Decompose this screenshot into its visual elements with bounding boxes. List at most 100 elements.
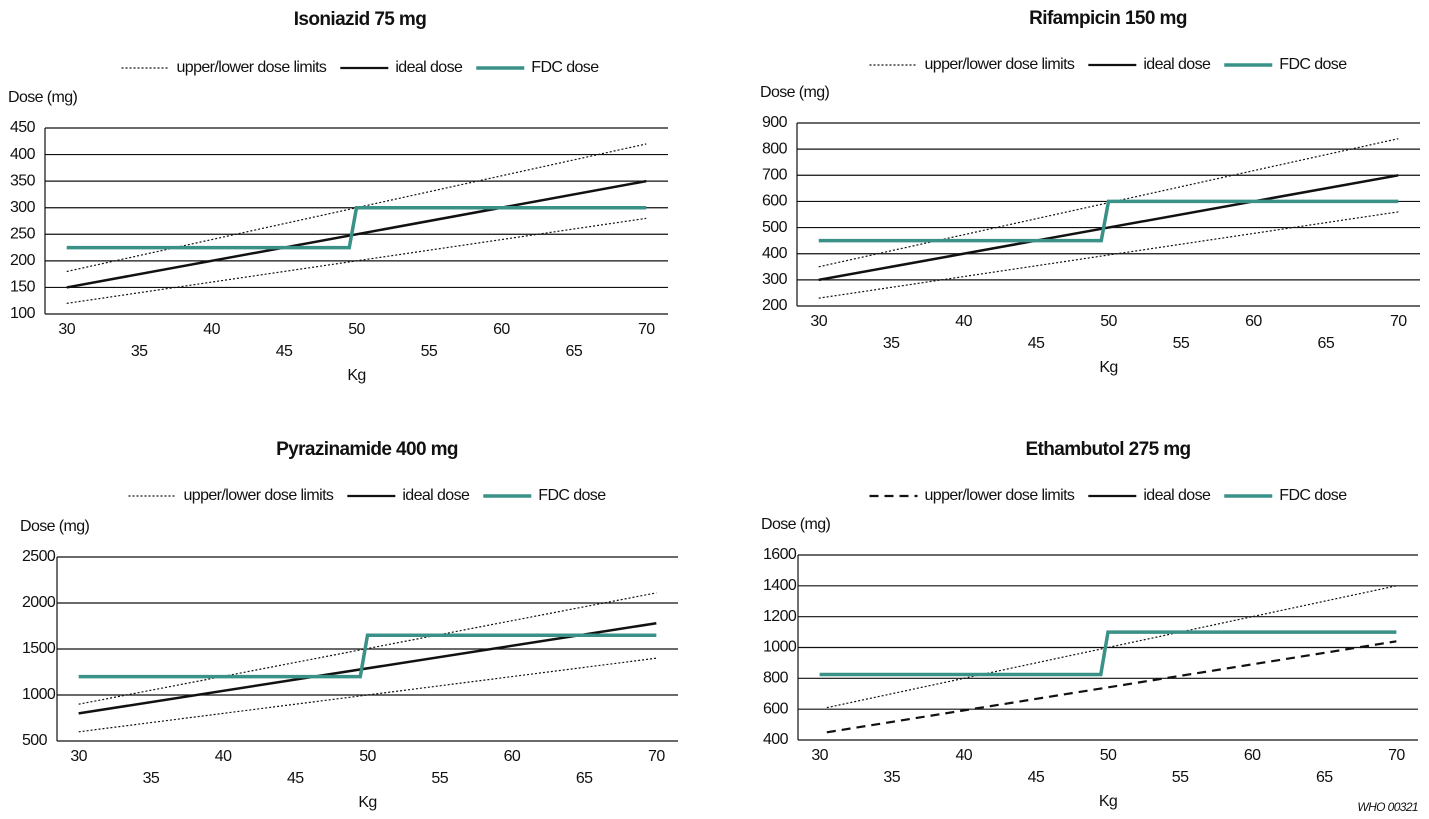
x-tick-label: 65 (576, 770, 593, 787)
legend: upper/lower dose limits ideal dose FDC dos… (121, 59, 600, 76)
limit-line (826, 640, 1397, 734)
y-tick-label: 2000 (22, 594, 56, 611)
legend-label: ideal dose (402, 487, 470, 504)
x-tick-label: 65 (566, 343, 583, 360)
limit-line (826, 585, 1397, 709)
x-tick-label: 45 (276, 343, 293, 360)
x-tick-label: 35 (131, 343, 148, 360)
x-tick-label: 55 (1172, 769, 1189, 786)
y-tick-label: 500 (762, 219, 788, 236)
x-tick-label: 30 (58, 321, 75, 338)
x-tick-label: 70 (1388, 747, 1405, 764)
x-axis-label: Kg (347, 367, 365, 384)
legend-label: upper/lower dose limits (176, 59, 326, 76)
x-tick-label: 55 (1173, 335, 1190, 352)
fdc-line (66, 205, 647, 250)
y-tick-label: 1000 (763, 639, 797, 656)
x-tick-label: 45 (1028, 769, 1045, 786)
x-tick-label: 50 (348, 321, 365, 338)
y-tick-label: 600 (763, 700, 789, 717)
legend: upper/lower dose limits ideal dose FDC dos… (128, 487, 607, 504)
legend-label: FDC dose (531, 59, 599, 76)
legend-label: upper/lower dose limits (924, 487, 1074, 504)
x-tick-label: 35 (883, 769, 900, 786)
y-tick-label: 400 (763, 731, 789, 748)
ideal-line (818, 174, 1399, 282)
legend: upper/lower dose limits ideal dose FDC dos… (869, 487, 1348, 504)
legend-label: FDC dose (538, 487, 606, 504)
chart-title: Ethambutol 275 mg (1025, 439, 1190, 460)
y-tick-label: 500 (22, 732, 48, 749)
x-tick-label: 30 (810, 313, 827, 330)
y-tick-label: 900 (762, 114, 788, 131)
legend-label: ideal dose (395, 59, 463, 76)
y-axis-label: Dose (mg) (20, 518, 90, 535)
y-tick-label: 1000 (22, 686, 56, 703)
x-tick-label: 40 (215, 748, 232, 765)
legend: upper/lower dose limits ideal dose FDC dos… (869, 56, 1348, 73)
fdc-line (78, 633, 657, 679)
y-tick-label: 700 (762, 167, 788, 184)
x-tick-label: 70 (648, 748, 665, 765)
y-tick-label: 300 (10, 199, 36, 216)
y-tick-label: 2500 (22, 548, 56, 565)
x-tick-label: 65 (1318, 335, 1335, 352)
y-tick-label: 300 (762, 271, 788, 288)
x-tick-label: 70 (1390, 313, 1407, 330)
x-tick-label: 50 (1100, 747, 1117, 764)
x-tick-label: 60 (1245, 313, 1262, 330)
x-tick-label: 45 (287, 770, 304, 787)
legend-label: FDC dose (1279, 56, 1347, 73)
y-tick-label: 1500 (22, 640, 56, 657)
x-tick-label: 35 (883, 335, 900, 352)
y-axis-label: Dose (mg) (761, 516, 831, 533)
x-tick-label: 60 (504, 748, 521, 765)
legend-label: ideal dose (1143, 487, 1211, 504)
ideal-line (78, 622, 657, 715)
x-tick-label: 40 (203, 321, 220, 338)
legend-label: upper/lower dose limits (924, 56, 1074, 73)
x-tick-label: 55 (421, 343, 438, 360)
y-tick-label: 1400 (763, 577, 797, 594)
y-tick-label: 600 (762, 193, 788, 210)
x-tick-label: 45 (1028, 335, 1045, 352)
chart-title: Rifampicin 150 mg (1029, 8, 1187, 29)
x-tick-label: 50 (1100, 313, 1117, 330)
chart-title: Pyrazinamide 400 mg (276, 439, 458, 460)
legend-label: FDC dose (1279, 487, 1347, 504)
legend-label: ideal dose (1143, 56, 1211, 73)
chart-title: Isoniazid 75 mg (294, 9, 426, 30)
x-tick-label: 65 (1316, 769, 1333, 786)
x-tick-label: 40 (955, 313, 972, 330)
limit-line (66, 217, 647, 304)
fdc-line (819, 630, 1397, 677)
y-axis-label: Dose (mg) (760, 84, 830, 101)
y-tick-label: 800 (763, 670, 789, 687)
y-tick-label: 400 (762, 245, 788, 262)
fdc-line (818, 199, 1399, 243)
ideal-line (66, 179, 647, 289)
x-tick-label: 30 (811, 747, 828, 764)
y-axis-label: Dose (mg) (8, 89, 78, 106)
x-axis-label: Kg (1099, 359, 1117, 376)
y-tick-label: 400 (10, 146, 36, 163)
x-tick-label: 35 (143, 770, 160, 787)
y-tick-label: 1200 (763, 608, 797, 625)
x-axis-label: Kg (358, 794, 376, 811)
y-tick-label: 1600 (763, 546, 797, 563)
limit-line (818, 211, 1399, 299)
footer-code: WHO 00321 (1357, 800, 1418, 814)
x-tick-label: 30 (70, 748, 87, 765)
limit-line (78, 657, 657, 733)
x-tick-label: 40 (956, 747, 973, 764)
y-tick-label: 250 (10, 226, 36, 243)
x-tick-label: 60 (493, 321, 510, 338)
x-axis-label: Kg (1099, 793, 1117, 810)
y-tick-label: 200 (762, 297, 788, 314)
x-tick-label: 50 (359, 748, 376, 765)
y-tick-label: 100 (10, 305, 36, 322)
y-tick-label: 450 (10, 119, 36, 136)
y-tick-label: 150 (10, 279, 36, 296)
y-tick-label: 200 (10, 252, 36, 269)
